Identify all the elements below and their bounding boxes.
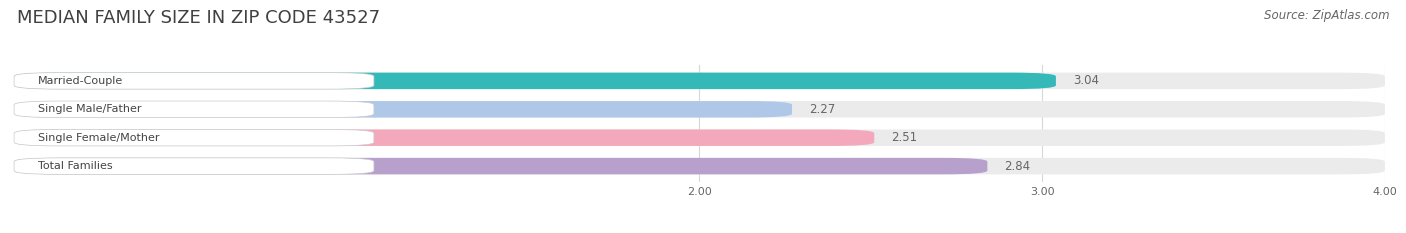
- FancyBboxPatch shape: [14, 73, 1056, 89]
- Text: Single Female/Mother: Single Female/Mother: [38, 133, 159, 143]
- FancyBboxPatch shape: [14, 158, 374, 174]
- Text: MEDIAN FAMILY SIZE IN ZIP CODE 43527: MEDIAN FAMILY SIZE IN ZIP CODE 43527: [17, 9, 380, 27]
- FancyBboxPatch shape: [14, 73, 1385, 89]
- FancyBboxPatch shape: [14, 158, 987, 174]
- Text: Source: ZipAtlas.com: Source: ZipAtlas.com: [1264, 9, 1389, 22]
- FancyBboxPatch shape: [14, 130, 1385, 146]
- FancyBboxPatch shape: [14, 73, 374, 89]
- Text: 2.84: 2.84: [1004, 160, 1031, 173]
- FancyBboxPatch shape: [14, 101, 1385, 117]
- Text: 2.27: 2.27: [810, 103, 835, 116]
- Text: Married-Couple: Married-Couple: [38, 76, 124, 86]
- Text: 3.04: 3.04: [1073, 74, 1099, 87]
- FancyBboxPatch shape: [14, 101, 374, 117]
- FancyBboxPatch shape: [14, 130, 875, 146]
- FancyBboxPatch shape: [14, 101, 792, 117]
- FancyBboxPatch shape: [14, 158, 1385, 174]
- Text: 2.51: 2.51: [891, 131, 918, 144]
- FancyBboxPatch shape: [14, 130, 374, 146]
- Text: Total Families: Total Families: [38, 161, 112, 171]
- Text: Single Male/Father: Single Male/Father: [38, 104, 142, 114]
